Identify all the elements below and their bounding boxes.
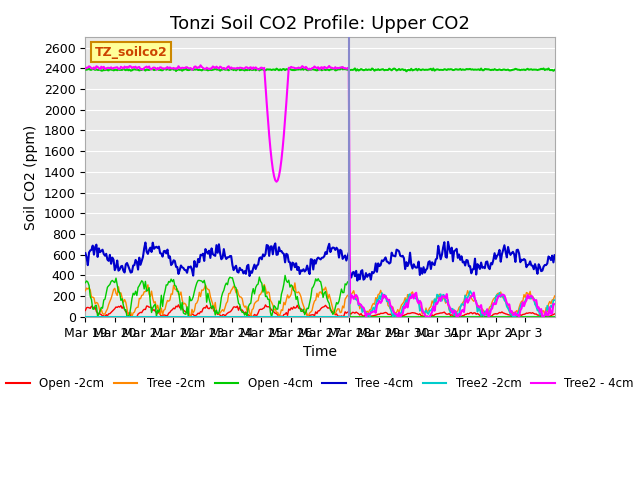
Title: Tonzi Soil CO2 Profile: Upper CO2: Tonzi Soil CO2 Profile: Upper CO2: [170, 15, 470, 33]
Legend: Open -2cm, Tree -2cm, Open -4cm, Tree -4cm, Tree2 -2cm, Tree2 - 4cm: Open -2cm, Tree -2cm, Open -4cm, Tree -4…: [2, 372, 638, 395]
Text: TZ_soilco2: TZ_soilco2: [95, 46, 168, 59]
Y-axis label: Soil CO2 (ppm): Soil CO2 (ppm): [24, 124, 38, 230]
X-axis label: Time: Time: [303, 345, 337, 359]
